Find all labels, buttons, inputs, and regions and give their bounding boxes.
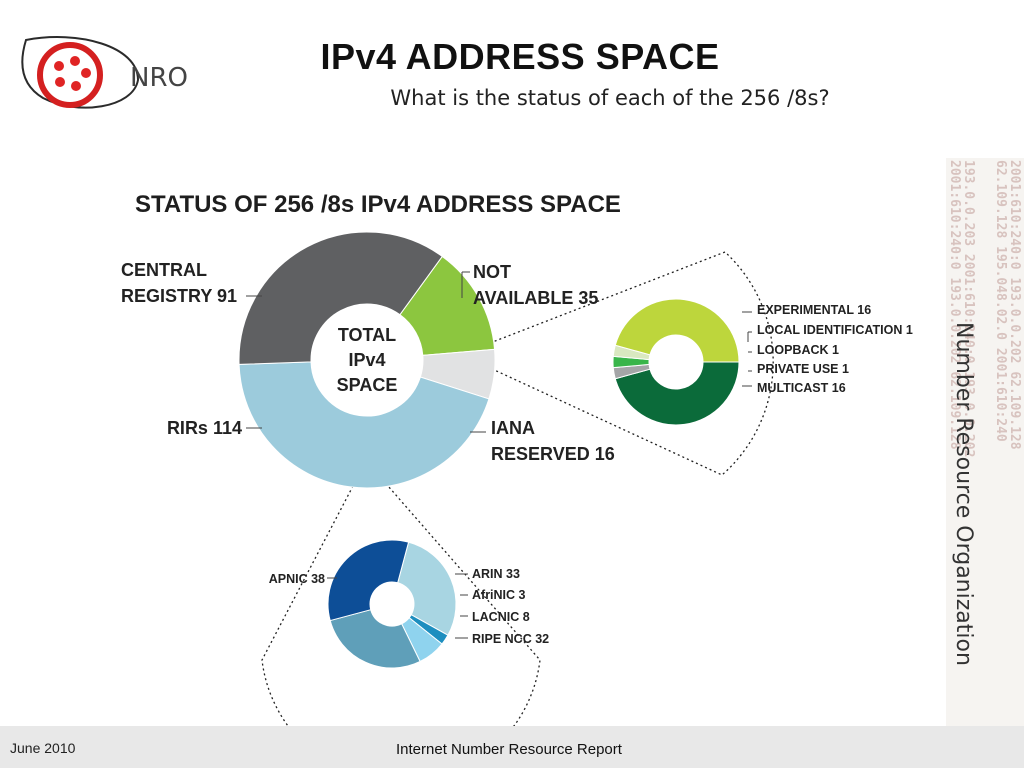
footer-bar — [0, 726, 1024, 768]
label-not-available: NOT — [473, 262, 511, 282]
label-ripe-ncc: RIPE NCC 32 — [472, 632, 549, 646]
reserved-donut — [612, 298, 740, 426]
label-lacnic: LACNIC 8 — [472, 610, 530, 624]
slice-experimental-16 — [614, 361, 740, 426]
footer-report-title: Internet Number Resource Report — [396, 741, 622, 758]
logo-dot — [81, 68, 91, 78]
center-label: SPACE — [337, 375, 398, 395]
slice-ripe-ncc-32 — [329, 609, 421, 669]
zoom-outline-right — [489, 251, 774, 476]
slice-central-registry-91 — [238, 231, 443, 365]
zoom-outline-bottom — [261, 485, 541, 768]
logo-ring — [37, 42, 103, 108]
label-iana-reserved: IANA — [491, 418, 535, 438]
slice-rirs-114 — [238, 361, 490, 489]
center-label: IPv4 — [348, 350, 385, 370]
label-rirs: RIRs 114 — [167, 418, 242, 438]
slice-multicast-16 — [614, 298, 740, 363]
label-local-identification: LOCAL IDENTIFICATION 1 — [757, 323, 913, 337]
logo-swoosh — [21, 36, 140, 109]
label-afrinic: AfriNIC 3 — [472, 588, 526, 602]
footer-date: June 2010 — [10, 740, 76, 756]
logo-dot — [55, 77, 65, 87]
logo-text: NRO — [130, 63, 188, 93]
label-loopback: LOOPBACK 1 — [757, 343, 839, 357]
side-decoration: 2001:610:240:0 193.0.0.202 62.109.128 62… — [946, 158, 1024, 726]
logo-dot — [54, 61, 64, 71]
rir-donut — [327, 539, 457, 669]
leader-line — [461, 271, 470, 298]
label-multicast: MULTICAST 16 — [757, 381, 846, 395]
slice-apnic-38 — [327, 539, 410, 622]
slice-arin-33 — [397, 541, 457, 636]
label-central-registry: CENTRAL — [121, 260, 207, 280]
leader-lines-right — [742, 311, 752, 387]
zoom-connectors — [261, 251, 774, 768]
main-donut — [238, 231, 496, 489]
leader-line — [747, 331, 752, 342]
label-iana-reserved: RESERVED 16 — [491, 444, 615, 464]
label-private-use: PRIVATE USE 1 — [757, 362, 849, 376]
logo-dot — [70, 56, 80, 66]
center-label: TOTAL — [338, 325, 396, 345]
label-apnic: APNIC 38 — [269, 572, 325, 586]
label-experimental: EXPERIMENTAL 16 — [757, 303, 871, 317]
label-central-registry: REGISTRY 91 — [121, 286, 237, 306]
label-not-available: AVAILABLE 35 — [473, 288, 598, 308]
label-arin: ARIN 33 — [472, 567, 520, 581]
logo-dot — [71, 81, 81, 91]
chart-title: STATUS OF 256 /8s IPv4 ADDRESS SPACE — [135, 191, 621, 218]
nro-logo: NRO — [21, 36, 188, 109]
leader-lines-bottom — [327, 573, 468, 639]
page-title: IPv4 ADDRESS SPACE — [320, 36, 720, 77]
page-subtitle: What is the status of each of the 256 /8… — [390, 86, 830, 110]
